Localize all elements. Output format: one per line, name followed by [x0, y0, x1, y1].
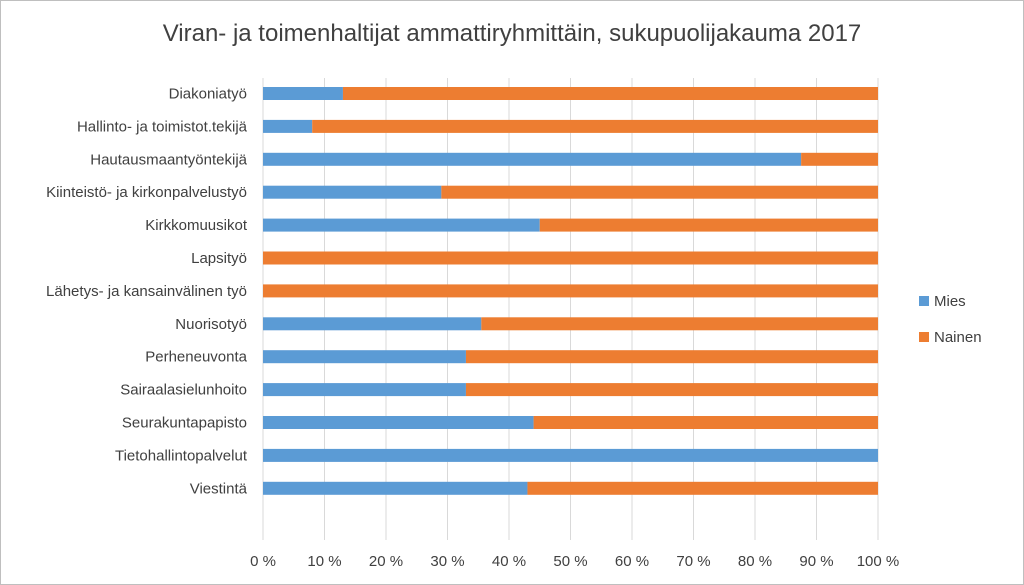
bar-nainen: [263, 284, 878, 298]
bar-nainen: [441, 185, 878, 199]
bar-mies: [263, 350, 466, 364]
x-tick-label: 40 %: [492, 553, 526, 570]
category-label: Sairaalasielunhoito: [120, 382, 247, 399]
x-tick-label: 100 %: [857, 553, 900, 570]
bar-nainen: [342, 87, 878, 100]
bar-mies: [263, 218, 540, 232]
bar-mies: [263, 448, 878, 462]
legend-swatch: [919, 296, 929, 306]
category-label: Nuorisotyö: [175, 316, 247, 333]
category-label: Lähetys- ja kansainvälinen työ: [46, 283, 247, 300]
bar-mies: [263, 87, 343, 100]
bar-mies: [263, 152, 802, 166]
bar-nainen: [539, 218, 878, 232]
x-tick-label: 50 %: [553, 553, 587, 570]
bar-mies: [263, 185, 442, 199]
category-label: Perheneuvonta: [145, 349, 247, 366]
category-label: Hallinto- ja toimistot.tekijä: [77, 118, 248, 135]
bar-mies: [263, 383, 466, 397]
x-tick-label: 70 %: [676, 553, 710, 570]
category-label: Lapsityö: [191, 250, 247, 267]
bar-nainen: [801, 152, 878, 166]
x-tick-label: 10 %: [307, 553, 341, 570]
bar-nainen: [312, 119, 878, 133]
x-tick-label: 80 %: [738, 553, 772, 570]
bar-nainen: [533, 416, 878, 429]
category-label: Hautausmaantyöntekijä: [90, 151, 247, 168]
bar-mies: [263, 317, 482, 331]
bar-nainen: [263, 251, 878, 265]
x-tick-label: 20 %: [369, 553, 403, 570]
category-label: Viestintä: [190, 480, 248, 497]
legend-label: Mies: [934, 293, 966, 310]
category-label: Kiinteistö- ja kirkonpalvelustyö: [46, 184, 247, 201]
legend-swatch: [919, 332, 929, 342]
category-label: Tietohallintopalvelut: [115, 447, 248, 464]
legend-label: Nainen: [934, 329, 982, 346]
category-label: Diakoniatyö: [169, 86, 247, 103]
bar-mies: [263, 481, 528, 495]
x-tick-label: 0 %: [250, 553, 276, 570]
bar-nainen: [527, 481, 878, 495]
bar-nainen: [465, 350, 878, 364]
bar-mies: [263, 119, 313, 133]
bar-nainen: [465, 383, 878, 397]
x-tick-label: 90 %: [799, 553, 833, 570]
category-label: Kirkkomuusikot: [145, 217, 248, 234]
category-label: Seurakuntapapisto: [122, 415, 247, 432]
bar-mies: [263, 416, 534, 429]
bar-nainen: [481, 317, 878, 331]
x-tick-label: 30 %: [430, 553, 464, 570]
chart-title: Viran- ja toimenhaltijat ammattiryhmittä…: [162, 20, 862, 47]
x-tick-label: 60 %: [615, 553, 649, 570]
